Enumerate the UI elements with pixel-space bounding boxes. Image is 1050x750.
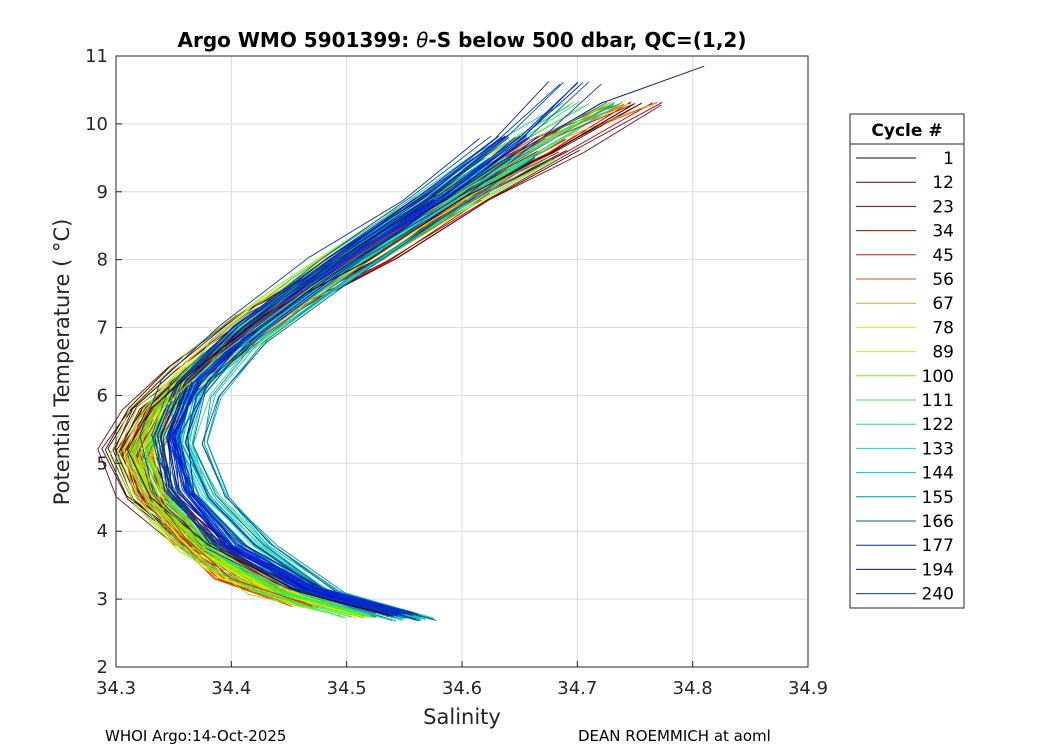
profile-line-cycle-100 bbox=[138, 103, 613, 617]
y-tick-label: 9 bbox=[97, 182, 108, 203]
y-tick-label: 2 bbox=[97, 657, 108, 678]
legend-label: 166 bbox=[922, 512, 954, 532]
legend-label: 194 bbox=[922, 560, 954, 580]
profile-line-cycle-240 bbox=[173, 82, 578, 615]
x-axis-ticks: 34.3 34.4 34.5 34.6 34.7 34.8 34.9 bbox=[96, 661, 828, 699]
legend-label: 12 bbox=[932, 173, 954, 193]
profile-line bbox=[186, 135, 528, 614]
footer-right-credit: DEAN ROEMMICH at aoml bbox=[578, 727, 771, 745]
y-axis-label: Potential Temperature ( °C) bbox=[50, 219, 74, 506]
y-tick-label: 5 bbox=[97, 453, 108, 474]
x-tick-label: 34.7 bbox=[557, 678, 597, 699]
legend-label: 78 bbox=[932, 318, 954, 338]
legend-label: 67 bbox=[932, 294, 954, 314]
x-axis-label: Salinity bbox=[423, 705, 501, 729]
profile-line bbox=[156, 83, 561, 615]
profile-traces bbox=[97, 65, 705, 622]
profile-line bbox=[139, 138, 480, 614]
legend-label: 45 bbox=[932, 246, 954, 266]
legend: Cycle # 1 12 23 34 45 56 67 78 89 100 111 122 133 144… bbox=[849, 113, 965, 609]
legend-entries: 1 12 23 34 45 56 67 78 89 100 111 122 133 144 155 166 17… bbox=[856, 149, 954, 605]
legend-label: 1 bbox=[943, 149, 954, 169]
legend-box bbox=[849, 113, 965, 609]
legend-label: 23 bbox=[932, 197, 954, 217]
y-axis-ticks: 2 3 4 5 6 7 8 9 10 11 bbox=[85, 46, 122, 678]
profile-line bbox=[109, 101, 575, 619]
profile-line bbox=[174, 135, 509, 616]
y-tick-label: 4 bbox=[97, 521, 108, 542]
legend-label: 155 bbox=[922, 488, 954, 508]
profile-line bbox=[123, 192, 437, 606]
footer-left-credit: WHOI Argo:14-Oct-2025 bbox=[105, 727, 286, 745]
legend-title: Cycle # bbox=[871, 121, 942, 141]
legend-label: 122 bbox=[922, 415, 954, 435]
profile-line bbox=[170, 137, 516, 616]
profile-line bbox=[201, 157, 536, 621]
legend-label: 240 bbox=[922, 585, 954, 605]
profile-line bbox=[192, 158, 512, 622]
y-tick-label: 10 bbox=[85, 114, 108, 135]
x-tick-label: 34.8 bbox=[673, 678, 713, 699]
legend-label: 133 bbox=[922, 439, 954, 459]
x-tick-label: 34.5 bbox=[327, 678, 367, 699]
y-tick-label: 8 bbox=[97, 250, 108, 271]
legend-label: 177 bbox=[922, 536, 954, 556]
y-tick-label: 3 bbox=[97, 589, 108, 610]
profile-line bbox=[206, 156, 536, 620]
legend-label: 111 bbox=[922, 391, 954, 411]
legend-label: 56 bbox=[932, 270, 954, 290]
legend-label: 144 bbox=[922, 464, 954, 484]
profile-line bbox=[168, 81, 550, 614]
y-tick-label: 7 bbox=[97, 318, 108, 339]
profile-line bbox=[160, 199, 435, 614]
x-tick-label: 34.6 bbox=[442, 678, 482, 699]
profile-line-cycle-1 bbox=[126, 103, 636, 617]
x-tick-label: 34.9 bbox=[788, 678, 828, 699]
chart-title: Argo WMO 5901399: θ-S below 500 dbar, QC… bbox=[178, 28, 747, 52]
x-tick-label: 34.4 bbox=[211, 678, 251, 699]
legend-label: 100 bbox=[922, 367, 954, 387]
profile-line-cycle-177 bbox=[184, 65, 705, 620]
x-tick-label: 34.3 bbox=[96, 678, 136, 699]
legend-label: 89 bbox=[932, 343, 954, 363]
legend-label: 34 bbox=[932, 222, 954, 242]
y-tick-label: 6 bbox=[97, 385, 108, 406]
y-tick-label: 11 bbox=[85, 46, 108, 67]
